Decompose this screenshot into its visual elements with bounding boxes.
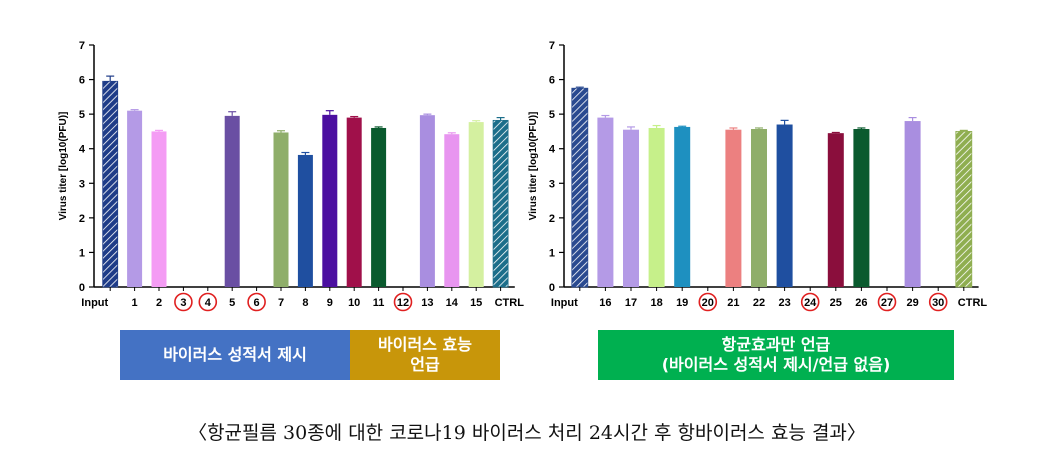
bar [151, 131, 167, 287]
legend-box-efficacy-text: 바이러스 효능 언급 [378, 335, 472, 375]
x-tick-label: CTRL [495, 297, 525, 309]
x-tick-label: 2 [156, 297, 162, 309]
y-tick-label: 3 [79, 178, 85, 190]
x-tick-label: 6 [254, 297, 260, 309]
bar [648, 127, 665, 287]
bar [444, 134, 460, 287]
circled-marker [698, 292, 718, 312]
bar [904, 121, 921, 287]
y-tick-label: 7 [79, 40, 85, 52]
bar [597, 117, 614, 287]
circled-marker [174, 292, 193, 312]
x-tick-label: 21 [727, 297, 739, 309]
legend-box-antibacterial-line1: 항균효과만 언급 [721, 335, 831, 354]
x-tick-label: 15 [470, 297, 482, 309]
legend-box-antibacterial-line2: (바이러스 성적서 제시/언급 없음) [661, 355, 891, 374]
x-tick-label: Input [551, 297, 578, 309]
x-tick-label: 12 [397, 297, 409, 309]
x-tick-label: 23 [778, 297, 790, 309]
bar [725, 129, 742, 287]
x-tick-label: CTRL [958, 297, 988, 309]
x-tick-label: 20 [702, 297, 714, 309]
bar [468, 122, 484, 287]
x-tick-label: 10 [348, 297, 360, 309]
x-tick-label: 22 [753, 297, 765, 309]
x-tick-label: 5 [229, 297, 235, 309]
legend-box-certificate-label: 바이러스 성적서 제시 [163, 345, 307, 364]
bar [827, 133, 844, 287]
y-tick-label: 4 [549, 144, 556, 156]
y-tick-label: 7 [549, 40, 555, 52]
legend-box-efficacy-mention: 바이러스 효능 언급 [350, 330, 500, 380]
bar [492, 119, 509, 288]
y-tick-label: 2 [549, 213, 555, 225]
x-tick-label: 14 [446, 297, 459, 309]
circled-marker [393, 292, 413, 312]
x-tick-label: 18 [650, 297, 662, 309]
legend-box-efficacy-line2: 언급 [410, 355, 440, 374]
x-tick-label: 17 [625, 297, 637, 309]
y-tick-label: 5 [549, 109, 555, 121]
y-tick-label: 0 [549, 282, 555, 294]
x-tick-label: 26 [855, 297, 867, 309]
y-tick-label: 0 [79, 282, 85, 294]
bar [776, 124, 793, 287]
legend-box-antibacterial-only: 항균효과만 언급 (바이러스 성적서 제시/언급 없음) [598, 330, 954, 380]
x-tick-label: 9 [327, 297, 333, 309]
bar [751, 129, 767, 287]
bar [322, 114, 338, 287]
bar [853, 129, 870, 287]
circled-marker [247, 292, 266, 312]
circled-marker [877, 292, 897, 312]
legend-box-efficacy-line1: 바이러스 효능 [378, 335, 472, 354]
legend-box-antibacterial-text: 항균효과만 언급 (바이러스 성적서 제시/언급 없음) [662, 335, 891, 375]
x-tick-label: 24 [804, 297, 817, 309]
bar [623, 129, 639, 287]
x-tick-label: 11 [373, 297, 385, 309]
bar [273, 132, 289, 287]
x-tick-label: 19 [676, 297, 688, 309]
y-tick-label: 1 [549, 247, 555, 259]
y-tick-label: 1 [79, 247, 85, 259]
y-tick-label: 5 [79, 109, 85, 121]
x-tick-label: 1 [132, 297, 138, 309]
bar [371, 127, 387, 287]
y-axis-label: Virus titer [log10(PFU)] [58, 112, 69, 221]
x-tick-label: 13 [421, 297, 433, 309]
bar [297, 154, 313, 287]
x-tick-label: 30 [932, 297, 944, 309]
x-tick-label: 8 [302, 297, 308, 309]
bar [419, 115, 435, 288]
bar [955, 131, 973, 288]
y-axis-label: Virus titer [log10(PFU)] [528, 112, 539, 221]
x-tick-label: 27 [881, 297, 893, 309]
x-tick-label: 16 [599, 297, 611, 309]
y-tick-label: 6 [549, 75, 555, 87]
bar [127, 110, 143, 287]
x-tick-label: 7 [278, 297, 284, 309]
x-tick-label: 3 [180, 297, 186, 309]
circled-marker [198, 292, 218, 312]
y-tick-label: 3 [549, 178, 555, 190]
bar [674, 126, 691, 287]
bar [571, 87, 589, 288]
y-tick-label: 4 [79, 144, 86, 156]
legend-box-certificate: 바이러스 성적서 제시 [120, 330, 350, 380]
figure-caption: 〈항균필름 30종에 대한 코로나19 바이러스 처리 24시간 후 항바이러스… [188, 422, 866, 444]
x-tick-label: 29 [906, 297, 918, 309]
x-tick-label: Input [81, 297, 108, 309]
x-tick-label: 25 [830, 297, 842, 309]
circled-marker [800, 292, 820, 312]
y-tick-label: 2 [79, 213, 85, 225]
bar [224, 115, 240, 287]
bar [102, 80, 119, 288]
circled-marker [928, 292, 948, 312]
x-tick-label: 4 [205, 297, 212, 309]
bar [346, 117, 362, 287]
y-tick-label: 6 [79, 75, 85, 87]
